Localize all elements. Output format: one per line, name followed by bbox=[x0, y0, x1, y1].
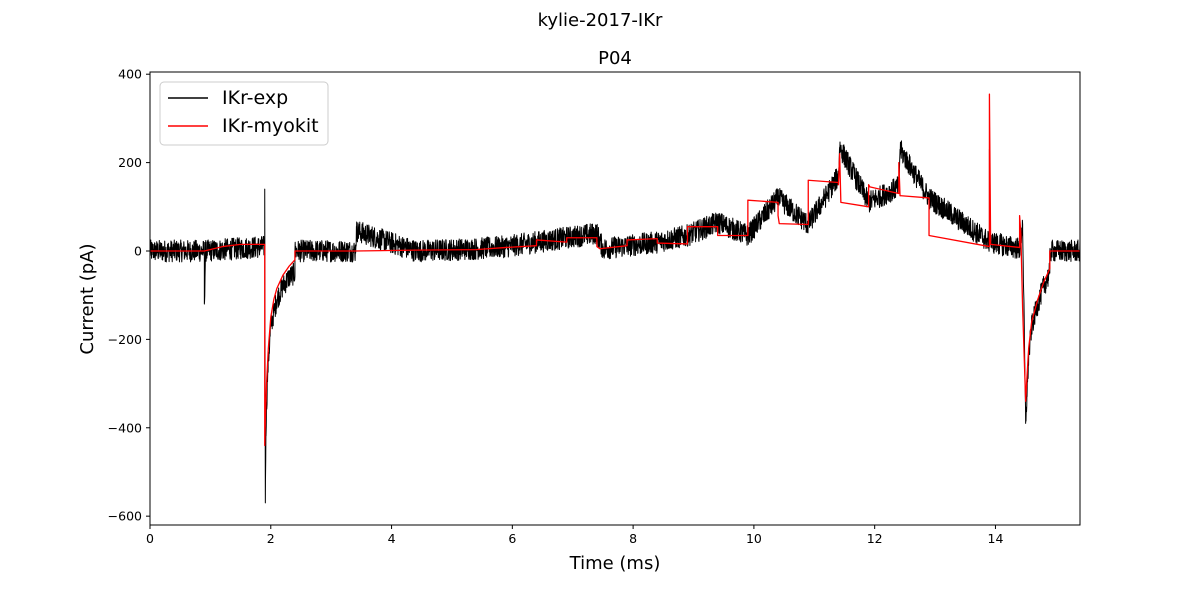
x-tick-label: 12 bbox=[867, 531, 883, 546]
x-tick-label: 6 bbox=[508, 531, 516, 546]
y-axis-ticks: −600 −400 −200 0 200 400 bbox=[108, 67, 150, 524]
plot-area bbox=[149, 71, 1081, 526]
x-tick-label: 2 bbox=[267, 531, 275, 546]
x-tick-label: 14 bbox=[988, 531, 1004, 546]
x-axis-label: Time (ms) bbox=[569, 553, 661, 574]
legend-label-ikr-myokit: IKr-myokit bbox=[222, 115, 319, 137]
figure-suptitle: kylie-2017-IKr bbox=[538, 10, 663, 31]
y-tick-label: −400 bbox=[108, 420, 142, 435]
legend-label-ikr-exp: IKr-exp bbox=[222, 87, 288, 109]
series-layer bbox=[150, 93, 1080, 504]
y-tick-label: −200 bbox=[108, 332, 142, 347]
x-tick-label: 8 bbox=[629, 531, 637, 546]
y-tick-label: 400 bbox=[118, 67, 142, 82]
x-tick-label: 4 bbox=[388, 531, 396, 546]
axes-frame bbox=[149, 71, 1081, 526]
y-tick-label: 200 bbox=[118, 155, 142, 170]
series-line-ikr-exp bbox=[150, 140, 1080, 504]
legend: IKr-exp IKr-myokit bbox=[159, 81, 329, 146]
x-tick-label: 0 bbox=[146, 531, 154, 546]
axes-title: P04 bbox=[598, 48, 632, 69]
y-tick-label: −600 bbox=[108, 509, 142, 524]
x-axis-ticks: 0 2 4 6 8 10 12 14 bbox=[146, 525, 1003, 546]
x-tick-label: 10 bbox=[746, 531, 762, 546]
y-axis-label: Current (pA) bbox=[77, 243, 98, 354]
series-line-ikr-myokit bbox=[150, 93, 1080, 447]
y-tick-label: 0 bbox=[134, 243, 142, 258]
